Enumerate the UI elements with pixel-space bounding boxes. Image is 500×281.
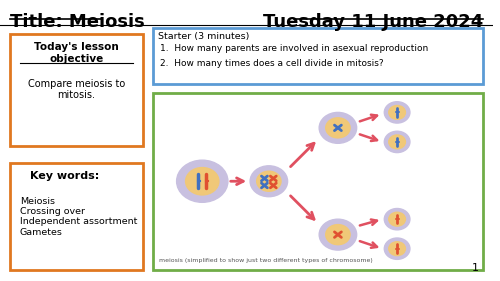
Ellipse shape <box>384 238 410 259</box>
Ellipse shape <box>389 212 406 226</box>
Ellipse shape <box>384 131 410 153</box>
Text: 1.  How many parents are involved in asexual reproduction: 1. How many parents are involved in asex… <box>160 44 428 53</box>
Text: Tuesday 11 June 2024: Tuesday 11 June 2024 <box>263 13 484 31</box>
Text: meiosis (simplified to show just two different types of chromosome): meiosis (simplified to show just two dif… <box>156 258 373 263</box>
Text: Meiosis
Crossing over
Independent assortment
Gametes: Meiosis Crossing over Independent assort… <box>20 197 137 237</box>
Text: Compare meiosis to
mitosis.: Compare meiosis to mitosis. <box>28 79 125 100</box>
Ellipse shape <box>256 171 281 191</box>
Ellipse shape <box>389 135 406 149</box>
FancyBboxPatch shape <box>153 28 484 84</box>
FancyBboxPatch shape <box>153 93 484 270</box>
Ellipse shape <box>384 102 410 123</box>
Text: Title: Meiosis: Title: Meiosis <box>10 13 144 31</box>
Text: 1: 1 <box>472 262 478 273</box>
Ellipse shape <box>389 242 406 256</box>
Ellipse shape <box>186 167 219 195</box>
Ellipse shape <box>319 112 356 143</box>
Ellipse shape <box>250 166 288 197</box>
Text: 2.  How many times does a cell divide in mitosis?: 2. How many times does a cell divide in … <box>160 59 384 68</box>
Ellipse shape <box>319 219 356 250</box>
FancyBboxPatch shape <box>10 163 143 270</box>
Ellipse shape <box>389 105 406 119</box>
Ellipse shape <box>326 118 350 138</box>
Text: Today's lesson
objective: Today's lesson objective <box>34 42 119 64</box>
Ellipse shape <box>176 160 228 202</box>
Text: Starter (3 minutes): Starter (3 minutes) <box>158 32 249 41</box>
FancyBboxPatch shape <box>10 34 143 146</box>
Ellipse shape <box>384 209 410 230</box>
Ellipse shape <box>326 225 350 245</box>
Text: Key words:: Key words: <box>30 171 99 182</box>
